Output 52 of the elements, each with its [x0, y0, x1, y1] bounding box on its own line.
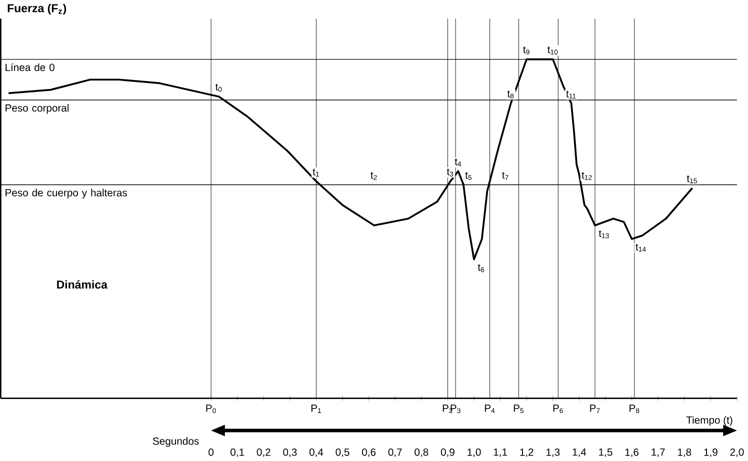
annotation: t$_{10}$: [548, 46, 558, 55]
annotation: t$_{8}$: [507, 90, 514, 99]
annotation: t$_{13}$: [598, 230, 609, 238]
x-axis-title: Tiempo (t): [686, 416, 732, 426]
annotation: t$_{1}$: [312, 168, 319, 177]
annotation: t$_{9}$: [523, 46, 530, 55]
text: Segundos: [152, 437, 199, 447]
x-tick-label: 1,4: [572, 448, 586, 457]
x-tick-label: 0,7: [388, 448, 402, 458]
x-tick-label: 0,4: [309, 448, 324, 458]
annotation: t$_{7}$: [502, 172, 508, 180]
x-tick-label: 1,7: [652, 448, 665, 457]
ref-line-label: P$_{8}$: [630, 404, 640, 414]
annotation: t$_{0}$: [215, 84, 222, 92]
ref-line-label: P$_{4}$: [484, 404, 495, 413]
ref-line-label: P$_{5}$: [514, 404, 524, 414]
x-tick-label: 0,9: [440, 448, 454, 458]
x-tick-label: 0,8: [414, 448, 428, 458]
x-tick-label: 1,9: [704, 448, 718, 458]
ref-line-label: P$_{3}$: [450, 404, 460, 414]
x-tick-label: 0: [208, 448, 214, 456]
x-tick-label: 1,2: [520, 448, 534, 458]
ref-line-label: Peso de cuerpo y halteras: [6, 188, 127, 198]
x-tick-label: 0,1: [230, 448, 244, 458]
annotation: t$_{4}$: [454, 158, 462, 166]
annotation: t$_{6}$: [478, 264, 484, 272]
x-tick-label: 1,0: [468, 448, 481, 458]
x-tick-label: 1,5: [599, 448, 612, 457]
ref-line-label: Peso corporal: [6, 104, 69, 114]
ref-line-label: P$_{1}$: [311, 404, 321, 413]
ref-line-label: P$_{6}$: [553, 404, 563, 414]
annotation: t$_{5}$: [465, 172, 472, 180]
x-tick-label: 1,1: [494, 448, 507, 457]
annotation: t$_{11}$: [566, 90, 576, 99]
ref-line-label: Línea de 0: [6, 63, 54, 72]
x-tick-label: 1,6: [625, 448, 639, 458]
x-tick-label: 0,2: [256, 448, 270, 458]
annotation: t$_{2}$: [370, 172, 377, 180]
x-tick-label: 1,8: [678, 448, 692, 458]
ref-line-label: P$_{7}$: [590, 404, 600, 413]
annotation: t$_{14}$: [636, 244, 646, 252]
y-axis-title: Fuerza (F$_{z}$): [8, 4, 66, 15]
annotation: Dinámica: [57, 280, 108, 289]
x-tick-label: 2,0: [730, 448, 744, 458]
x-tick-label: 1,3: [546, 448, 560, 458]
x-tick-label: 0,3: [283, 448, 297, 458]
annotation: t$_{12}$: [582, 172, 592, 180]
ref-line-label: P$_{0}$: [206, 404, 216, 414]
x-tick-label: 0,6: [362, 448, 376, 458]
x-tick-label: 0,5: [336, 448, 350, 458]
annotation: t$_{15}$: [686, 175, 697, 184]
annotation: t$_{3}$: [446, 168, 454, 177]
